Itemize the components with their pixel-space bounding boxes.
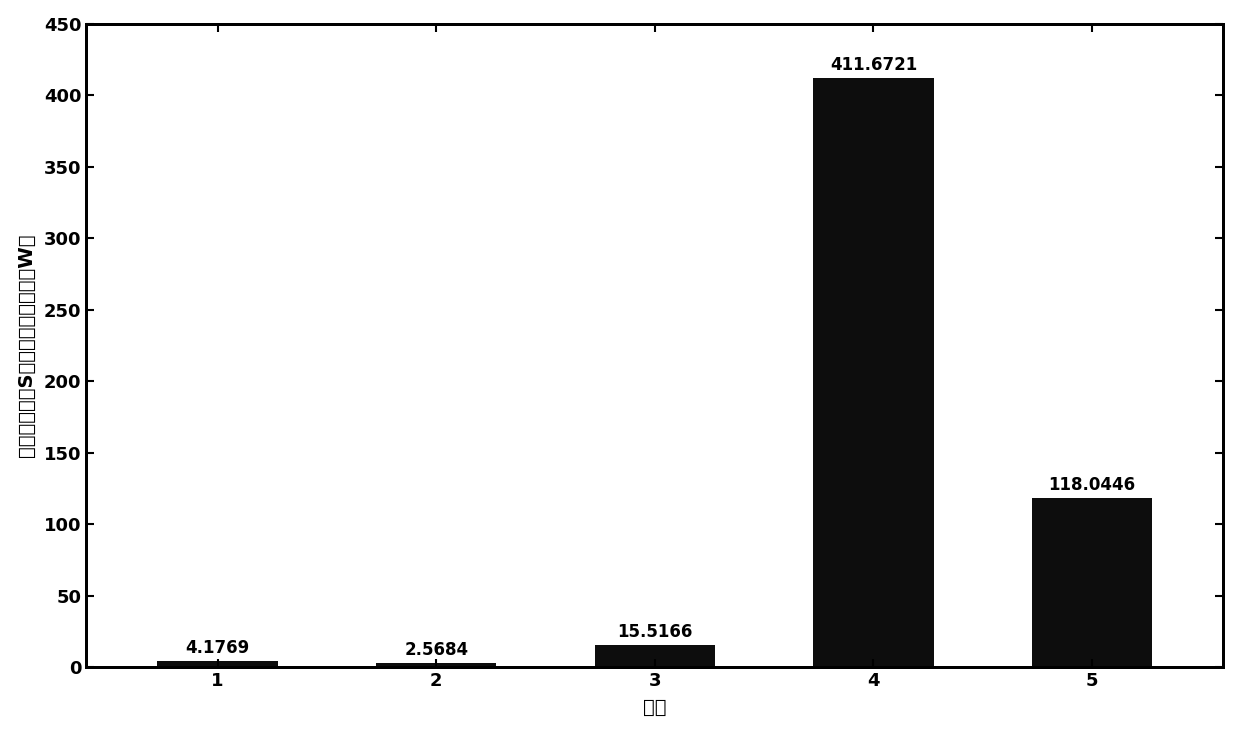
Bar bbox=[813, 79, 934, 667]
Text: 411.6721: 411.6721 bbox=[830, 57, 918, 74]
Bar bbox=[157, 661, 278, 667]
Text: 2.5684: 2.5684 bbox=[404, 642, 469, 659]
Bar bbox=[595, 645, 715, 667]
Text: 15.5166: 15.5166 bbox=[618, 622, 692, 641]
X-axis label: 馈线: 馈线 bbox=[644, 698, 667, 717]
Text: 4.1769: 4.1769 bbox=[186, 639, 249, 657]
Bar bbox=[1032, 498, 1152, 667]
Bar bbox=[376, 664, 496, 667]
Text: 118.0446: 118.0446 bbox=[1049, 476, 1136, 494]
Y-axis label: 各馈线的广义S变换暫态能量总量（W）: 各馈线的广义S变换暫态能量总量（W） bbox=[16, 233, 36, 457]
